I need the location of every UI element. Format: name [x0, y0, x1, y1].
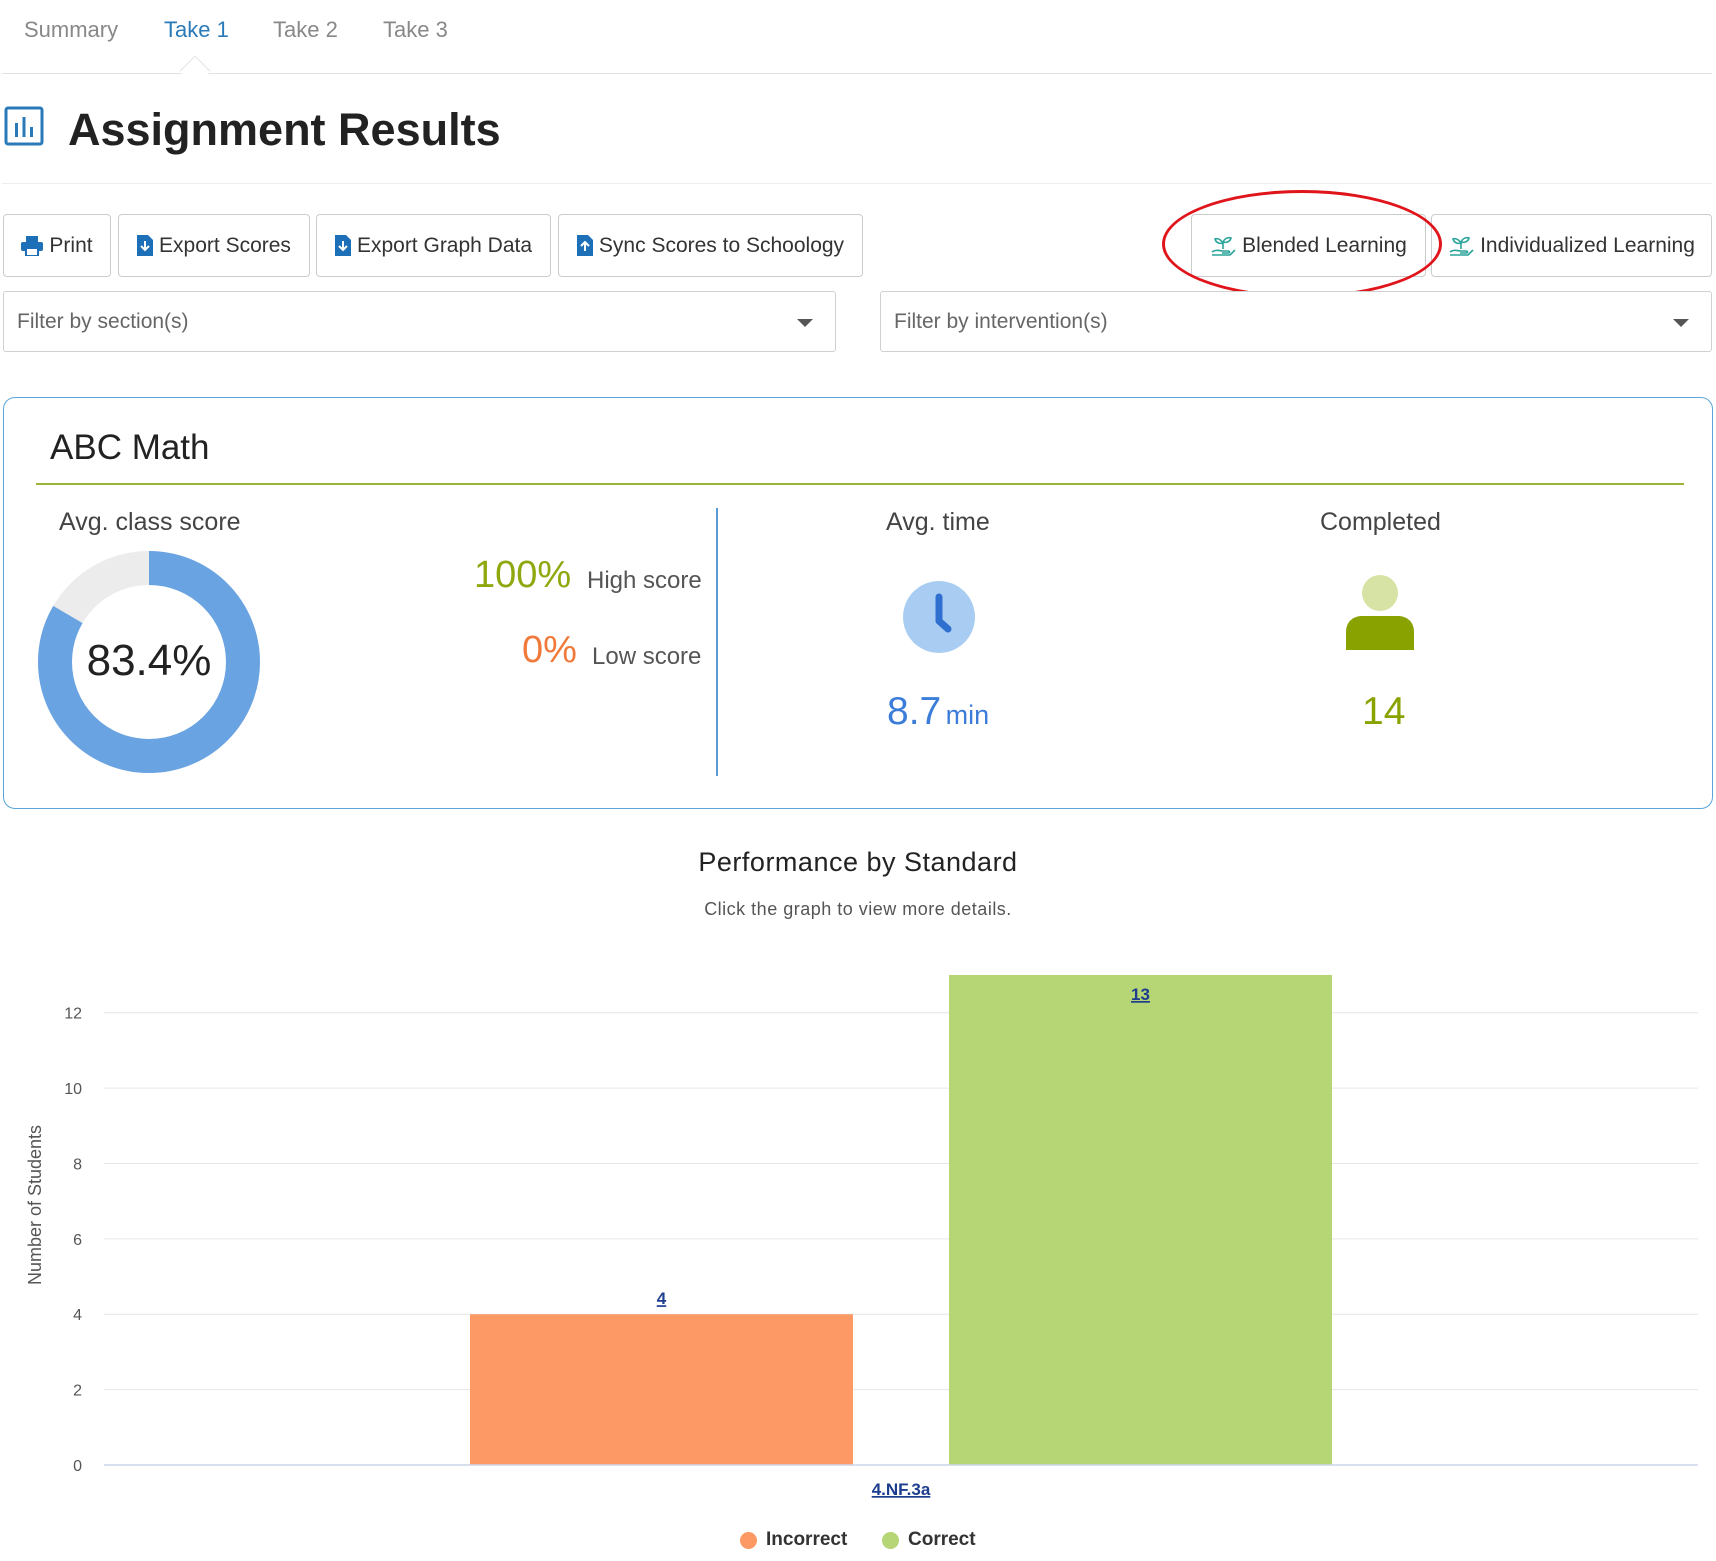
chart-data-labels[interactable]: 4 13 [657, 985, 1150, 1308]
avg-score-value: 83.4% [86, 636, 212, 685]
y-tick-label: 4 [73, 1307, 82, 1324]
y-tick-label: 12 [64, 1006, 82, 1023]
high-score-label: High score [587, 567, 702, 594]
y-tick-label: 10 [64, 1081, 82, 1098]
tab-take-1[interactable]: Take 1 [164, 17, 229, 42]
avg-score-donut [38, 551, 260, 773]
bar-data-label[interactable]: 13 [1131, 985, 1150, 1004]
intervention-filter-select[interactable]: Filter by intervention(s) [880, 291, 1712, 352]
clock-icon [903, 581, 975, 653]
legend-correct-label: Correct [908, 1529, 976, 1550]
blended-learning-button[interactable]: Blended Learning [1191, 214, 1426, 277]
panel-divider [36, 483, 1684, 485]
legend-item-incorrect[interactable]: Incorrect [740, 1528, 847, 1552]
avg-time-label: Avg. time [886, 508, 990, 536]
y-tick-label: 0 [73, 1458, 82, 1475]
bar-data-label[interactable]: 4 [657, 1289, 667, 1308]
individualized-learning-button[interactable]: Individualized Learning [1431, 214, 1712, 277]
tab-summary[interactable]: Summary [24, 17, 119, 42]
printer-icon [21, 235, 44, 256]
export-graph-data-label: Export Graph Data [356, 233, 533, 257]
chart-gridlines [104, 1012, 1698, 1391]
y-tick-label: 8 [73, 1156, 82, 1173]
blended-learning-label: Blended Learning [1242, 233, 1407, 257]
bar-incorrect[interactable] [470, 1314, 853, 1465]
completed-count: 14 [1362, 690, 1406, 733]
file-upload-icon [576, 235, 593, 256]
y-tick-label: 2 [73, 1383, 82, 1400]
avg-time-value: 8.7 [887, 690, 942, 733]
performance-chart[interactable]: 0 2 4 6 8 10 12 4 13 4.NF.3a Number of Students [0, 940, 1716, 1520]
avg-score-label: Avg. class score [59, 508, 241, 536]
completed-label: Completed [1320, 508, 1441, 536]
class-summary-panel: ABC Math Avg. class score 83.4% 100% Hig… [3, 397, 1713, 809]
chevron-down-icon [1673, 319, 1689, 327]
sync-scores-button[interactable]: Sync Scores to Schoology [558, 214, 863, 277]
donut-value-arc [38, 551, 260, 773]
individualized-learning-label: Individualized Learning [1480, 233, 1695, 257]
tab-take-2[interactable]: Take 2 [273, 17, 338, 42]
person-icon [1346, 575, 1414, 650]
file-download-icon [334, 235, 351, 256]
avg-time-unit: min [945, 700, 990, 730]
print-label: Print [49, 233, 93, 257]
intervention-filter-placeholder: Filter by intervention(s) [894, 310, 1108, 333]
section-filter-select[interactable]: Filter by section(s) [3, 291, 836, 352]
export-graph-data-button[interactable]: Export Graph Data [316, 214, 551, 277]
class-name: ABC Math [50, 428, 210, 467]
sync-scores-label: Sync Scores to Schoology [598, 233, 845, 257]
chart-bars[interactable] [470, 975, 1332, 1465]
panel-vertical-divider [716, 508, 718, 776]
print-button[interactable]: Print [3, 214, 111, 277]
section-filter-placeholder: Filter by section(s) [17, 310, 189, 333]
bar-correct[interactable] [949, 975, 1332, 1465]
bar-chart-icon [4, 106, 44, 146]
legend-incorrect-label: Incorrect [766, 1529, 848, 1550]
high-score-value: 100% [474, 554, 572, 596]
y-tick-label: 6 [73, 1232, 82, 1249]
page-title: Assignment Results [68, 104, 501, 155]
file-download-icon [137, 235, 154, 256]
x-axis-category-label[interactable]: 4.NF.3a [872, 1480, 931, 1499]
chevron-down-icon [797, 319, 813, 327]
export-scores-label: Export Scores [159, 233, 291, 257]
chart-title: Performance by Standard [698, 847, 1018, 877]
low-score-label: Low score [592, 643, 702, 670]
y-axis-title: Number of Students [25, 1125, 45, 1285]
low-score-value: 0% [522, 629, 577, 671]
sprout-hand-icon [1211, 236, 1236, 256]
page-header: Assignment Results [2, 76, 1712, 184]
results-tabs: Summary Take 1 Take 2 Take 3 [2, 0, 1712, 87]
avg-time-readout: 8.7 min [887, 690, 989, 734]
legend-incorrect-swatch [740, 1531, 757, 1549]
legend-item-correct[interactable]: Correct [882, 1528, 976, 1552]
tab-take-3[interactable]: Take 3 [383, 17, 448, 42]
y-axis-ticks: 0 2 4 6 8 10 12 [64, 1006, 82, 1475]
chart-subtitle: Click the graph to view more details. [704, 899, 1012, 919]
sprout-hand-icon [1449, 236, 1474, 256]
legend-correct-swatch [882, 1531, 899, 1549]
export-scores-button[interactable]: Export Scores [118, 214, 310, 277]
